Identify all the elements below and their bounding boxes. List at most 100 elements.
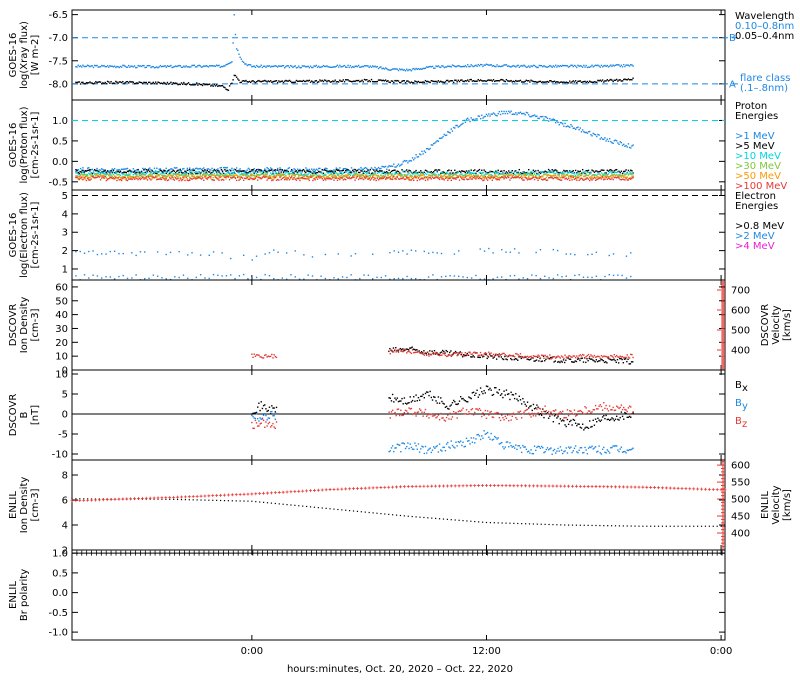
- data-point: [190, 172, 192, 175]
- right-axis-label: DSCOVR: [760, 304, 771, 347]
- data-point: [541, 360, 544, 362]
- data-point: [605, 361, 607, 363]
- data-point: [585, 361, 587, 364]
- data-point: [422, 446, 424, 448]
- data-point: [269, 355, 272, 358]
- data-point: [248, 170, 251, 173]
- data-point: [583, 131, 585, 133]
- data-point: [411, 173, 414, 175]
- data-point: [104, 173, 106, 175]
- data-point: [522, 176, 524, 179]
- data-point: [193, 84, 196, 86]
- data-point: [447, 441, 449, 444]
- data-point: [112, 177, 115, 179]
- data-point: [554, 174, 557, 177]
- data-point: [291, 176, 293, 178]
- data-point: [389, 177, 391, 179]
- data-point: [513, 65, 516, 67]
- data-point: [177, 177, 179, 180]
- data-point: [566, 178, 569, 181]
- data-point: [213, 173, 216, 175]
- data-point: [611, 173, 613, 176]
- data-point: [254, 177, 257, 180]
- data-point: [76, 170, 78, 172]
- data-point: [315, 175, 318, 178]
- data-point: [626, 146, 628, 148]
- data-point: [122, 177, 124, 180]
- data-point: [397, 251, 400, 253]
- data-point: [327, 79, 329, 82]
- data-point: [533, 173, 536, 175]
- data-point: [537, 179, 539, 182]
- data-point: [535, 251, 537, 254]
- data-point: [505, 177, 508, 179]
- data-point: [526, 171, 529, 174]
- data-point: [492, 171, 495, 174]
- data-point: [387, 68, 389, 71]
- data-point: [615, 361, 617, 364]
- data-point: [391, 445, 394, 447]
- data-point: [197, 65, 199, 67]
- data-point: [371, 172, 374, 174]
- data-point: [553, 355, 556, 358]
- data-point: [532, 176, 535, 178]
- data-point: [469, 78, 471, 81]
- series-velocity: [251, 348, 634, 360]
- data-point: [205, 65, 207, 67]
- data-point: [528, 168, 530, 171]
- data-point: [489, 354, 491, 356]
- data-point: [519, 353, 522, 355]
- data-point: [384, 79, 387, 81]
- data-point: [482, 176, 484, 179]
- data-point: [203, 167, 205, 169]
- data-point: [268, 65, 271, 67]
- data-point: [86, 64, 89, 66]
- data-point: [461, 123, 463, 126]
- data-point: [215, 174, 218, 177]
- data-point: [234, 33, 237, 36]
- data-point: [199, 65, 201, 67]
- data-point: [411, 346, 413, 348]
- data-point: [470, 353, 472, 355]
- data-point: [430, 175, 433, 177]
- data-point: [316, 176, 319, 178]
- data-point: [238, 176, 240, 178]
- data-point: [536, 172, 538, 175]
- legend-title: Energies: [735, 201, 778, 212]
- data-point: [354, 179, 356, 181]
- y-tick-label: 0: [62, 366, 68, 377]
- data-point: [562, 419, 564, 421]
- data-point: [504, 64, 506, 66]
- data-point: [362, 65, 365, 68]
- data-point: [441, 349, 444, 352]
- data-point: [92, 66, 95, 69]
- data-point: [576, 126, 578, 129]
- data-point: [345, 176, 347, 178]
- data-point: [623, 178, 625, 181]
- data-point: [377, 179, 380, 181]
- data-point: [477, 174, 479, 177]
- data-point: [454, 79, 456, 81]
- data-point: [627, 174, 630, 176]
- data-point: [440, 80, 442, 83]
- data-point: [584, 427, 586, 429]
- data-point: [574, 80, 577, 82]
- data-point: [249, 81, 252, 84]
- data-point: [117, 66, 119, 68]
- data-point: [329, 174, 332, 176]
- data-point: [496, 354, 498, 356]
- data-point: [430, 172, 433, 174]
- data-point: [415, 351, 417, 353]
- data-point: [336, 179, 339, 182]
- data-point: [390, 173, 393, 175]
- data-point: [468, 396, 470, 398]
- data-point: [447, 355, 449, 357]
- data-point: [207, 168, 210, 170]
- data-point: [630, 147, 632, 149]
- data-point: [145, 176, 147, 178]
- data-point: [580, 357, 582, 360]
- data-point: [457, 354, 459, 356]
- data-point: [122, 173, 124, 176]
- data-point: [530, 65, 532, 67]
- data-point: [618, 175, 620, 177]
